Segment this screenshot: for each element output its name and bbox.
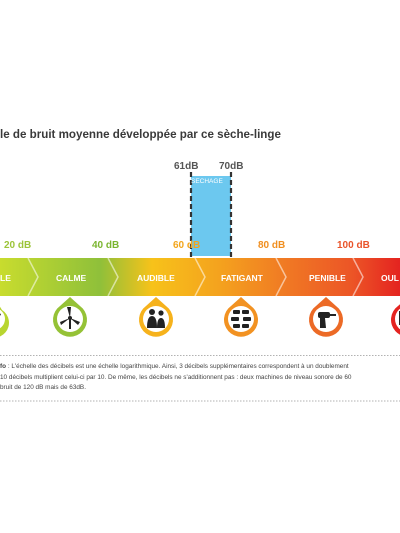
info-note: fo : L'échelle des décibels est une éche… bbox=[0, 362, 400, 394]
note-line-3: bruit de 120 dB mais de 63dB. bbox=[0, 384, 86, 391]
tick-40db: 40 dB bbox=[92, 240, 119, 251]
level-label-3: AUDIBLE bbox=[137, 273, 175, 283]
pain-icon bbox=[391, 304, 400, 335]
note-bottom-divider-wrap bbox=[0, 400, 400, 402]
level-label-1: LE bbox=[0, 273, 11, 283]
highlight-sechage-label: SECHAGE bbox=[191, 178, 223, 185]
level-label-4: FATIGANT bbox=[221, 273, 264, 283]
note-line-1: fo : L'échelle des décibels est une éche… bbox=[0, 362, 400, 373]
chevron-separators bbox=[27, 257, 364, 297]
conversation-icon bbox=[139, 297, 173, 337]
note-line-1-text: : L'échelle des décibels est une échelle… bbox=[6, 363, 349, 370]
traffic-cars-icon bbox=[224, 297, 258, 337]
tick-100db: 100 dB bbox=[337, 240, 370, 251]
decibel-scale-graphic: 61dB 70dB SECHAGE 20 dB 40 dB 60 dB 80 d… bbox=[0, 161, 400, 356]
tick-20db: 20 dB bbox=[4, 240, 31, 251]
level-label-6: OUL bbox=[381, 273, 399, 283]
highlight-low-label: 61dB bbox=[174, 161, 198, 172]
page-title: le de bruit moyenne développée par ce sè… bbox=[0, 128, 281, 141]
level-label-5: PENIBLE bbox=[309, 273, 346, 283]
wind-turbine-icon bbox=[53, 297, 87, 337]
highlight-high-label: 70dB bbox=[219, 161, 243, 172]
tick-60db: 60 dB bbox=[173, 240, 200, 251]
scale-band bbox=[0, 258, 400, 296]
leaf-icon bbox=[0, 306, 9, 337]
note-line-2: 10 décibels multiplient celui-ci par 10.… bbox=[0, 373, 352, 381]
tick-80db: 80 dB bbox=[258, 240, 285, 251]
power-drill-icon bbox=[309, 297, 343, 337]
sechage-highlight-box bbox=[191, 176, 231, 256]
note-prefix: fo bbox=[0, 363, 7, 370]
level-label-2: CALME bbox=[56, 273, 87, 283]
